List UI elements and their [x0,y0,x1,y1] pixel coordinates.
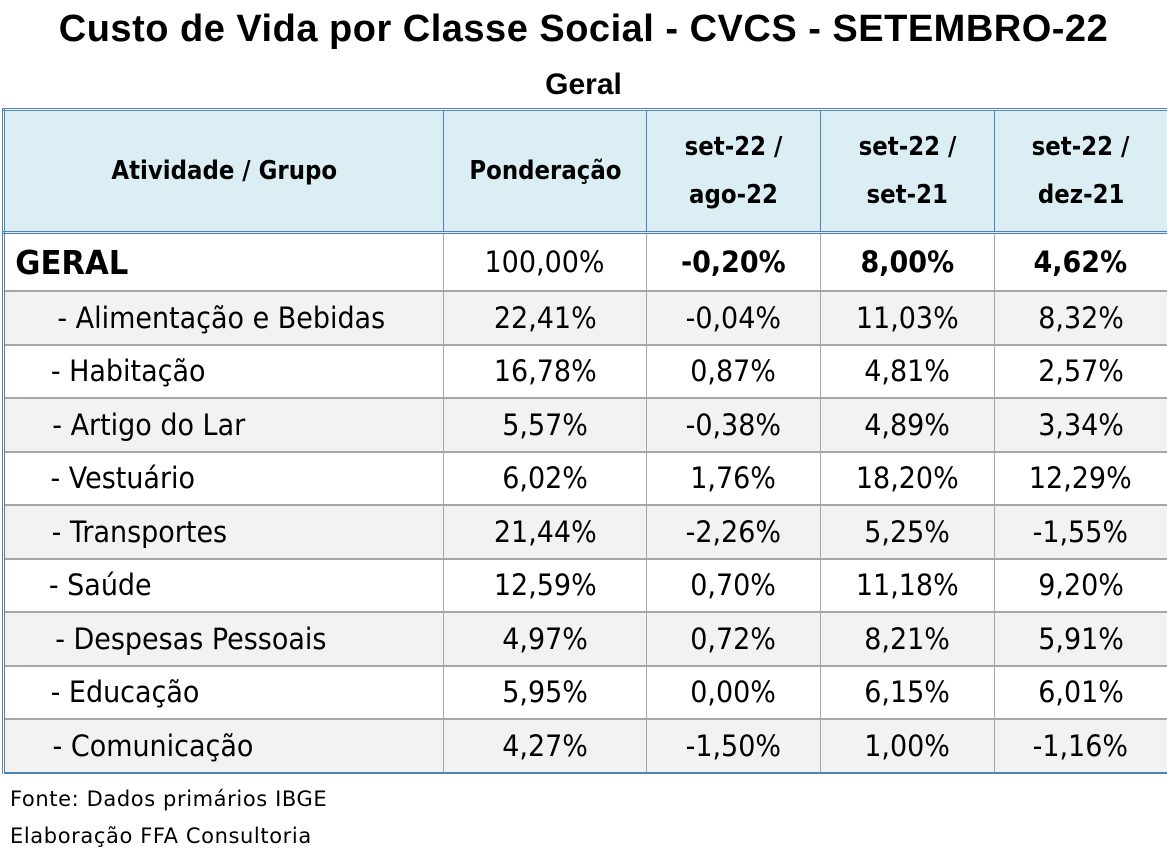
row-12-month-change: 18,20% [820,451,995,506]
row-weight: 4,97% [443,612,647,667]
row-month-change: -0,20% [646,232,821,292]
row-month-change: -2,26% [646,505,821,560]
row-12-month-change: 6,15% [820,665,995,720]
row-label: - Transportes [2,505,444,560]
row-label: - Habitação [2,344,444,399]
row-ytd-change: 6,01% [994,665,1167,720]
row-ytd-change: 8,32% [994,291,1167,346]
cost-of-living-table: Atividade / Grupo Ponderação set-22 /ago… [2,108,1167,774]
row-weight: 16,78% [443,344,647,399]
row-weight: 100,00% [443,232,647,292]
row-label: - Artigo do Lar [2,398,444,453]
row-weight: 6,02% [443,451,647,506]
row-12-month-change: 11,03% [820,291,995,346]
row-month-change: -0,04% [646,291,821,346]
row-ytd-change: 2,57% [994,344,1167,399]
row-12-month-change: 1,00% [820,719,995,774]
row-month-change: -0,38% [646,398,821,453]
row-month-change: 0,70% [646,558,821,613]
row-month-change: 1,76% [646,451,821,506]
row-label: - Despesas Pessoais [2,612,444,667]
row-weight: 21,44% [443,505,647,560]
row-weight: 5,57% [443,398,647,453]
row-label: - Comunicação [2,719,444,774]
page-subtitle: Geral [545,68,622,101]
table-row: - Transportes 21,44% -2,26% 5,25% -1,55% [2,505,1167,560]
row-ytd-change: -1,55% [994,505,1167,560]
row-label: - Saúde [2,558,444,613]
row-12-month-change: 8,00% [820,232,995,292]
row-label: GERAL [2,232,444,292]
row-12-month-change: 8,21% [820,612,995,667]
table-header-row: Atividade / Grupo Ponderação set-22 /ago… [2,108,1167,234]
row-ytd-change: -1,16% [994,719,1167,774]
row-weight: 22,41% [443,291,647,346]
table-row: - Alimentação e Bebidas 22,41% -0,04% 11,03… [2,291,1167,346]
table-row: - Saúde 12,59% 0,70% 11,18% 9,20% [2,558,1167,613]
row-month-change: 0,72% [646,612,821,667]
header-month-change: set-22 /ago-22 [646,108,821,234]
row-label: - Educação [2,665,444,720]
row-label: - Alimentação e Bebidas [2,291,444,346]
row-weight: 4,27% [443,719,647,774]
row-ytd-change: 3,34% [994,398,1167,453]
header-weight: Ponderação [443,108,647,234]
table-row: - Artigo do Lar 5,57% -0,38% 4,89% 3,34% [2,398,1167,453]
page-title: Custo de Vida por Classe Social - CVCS -… [58,8,1109,50]
table-row: - Habitação 16,78% 0,87% 4,81% 2,57% [2,344,1167,399]
row-12-month-change: 11,18% [820,558,995,613]
row-ytd-change: 4,62% [994,232,1167,292]
header-12-month-change: set-22 /set-21 [820,108,995,234]
table-row-geral: GERAL 100,00% -0,20% 8,00% 4,62% [2,232,1167,292]
row-weight: 12,59% [443,558,647,613]
table-row: - Educação 5,95% 0,00% 6,15% 6,01% [2,665,1167,720]
row-month-change: -1,50% [646,719,821,774]
table-row: - Despesas Pessoais 4,97% 0,72% 8,21% 5,91% [2,612,1167,667]
row-ytd-change: 12,29% [994,451,1167,506]
row-12-month-change: 4,81% [820,344,995,399]
header-activity-group: Atividade / Grupo [2,108,444,234]
row-12-month-change: 4,89% [820,398,995,453]
credit-note: Elaboração FFA Consultoria [10,824,312,848]
row-ytd-change: 5,91% [994,612,1167,667]
row-label: - Vestuário [2,451,444,506]
table-row: - Comunicação 4,27% -1,50% 1,00% -1,16% [2,719,1167,774]
table-row: - Vestuário 6,02% 1,76% 18,20% 12,29% [2,451,1167,506]
row-month-change: 0,00% [646,665,821,720]
row-12-month-change: 5,25% [820,505,995,560]
source-note: Fonte: Dados primários IBGE [10,787,328,811]
row-month-change: 0,87% [646,344,821,399]
row-weight: 5,95% [443,665,647,720]
header-ytd-change: set-22 /dez-21 [994,108,1167,234]
row-ytd-change: 9,20% [994,558,1167,613]
